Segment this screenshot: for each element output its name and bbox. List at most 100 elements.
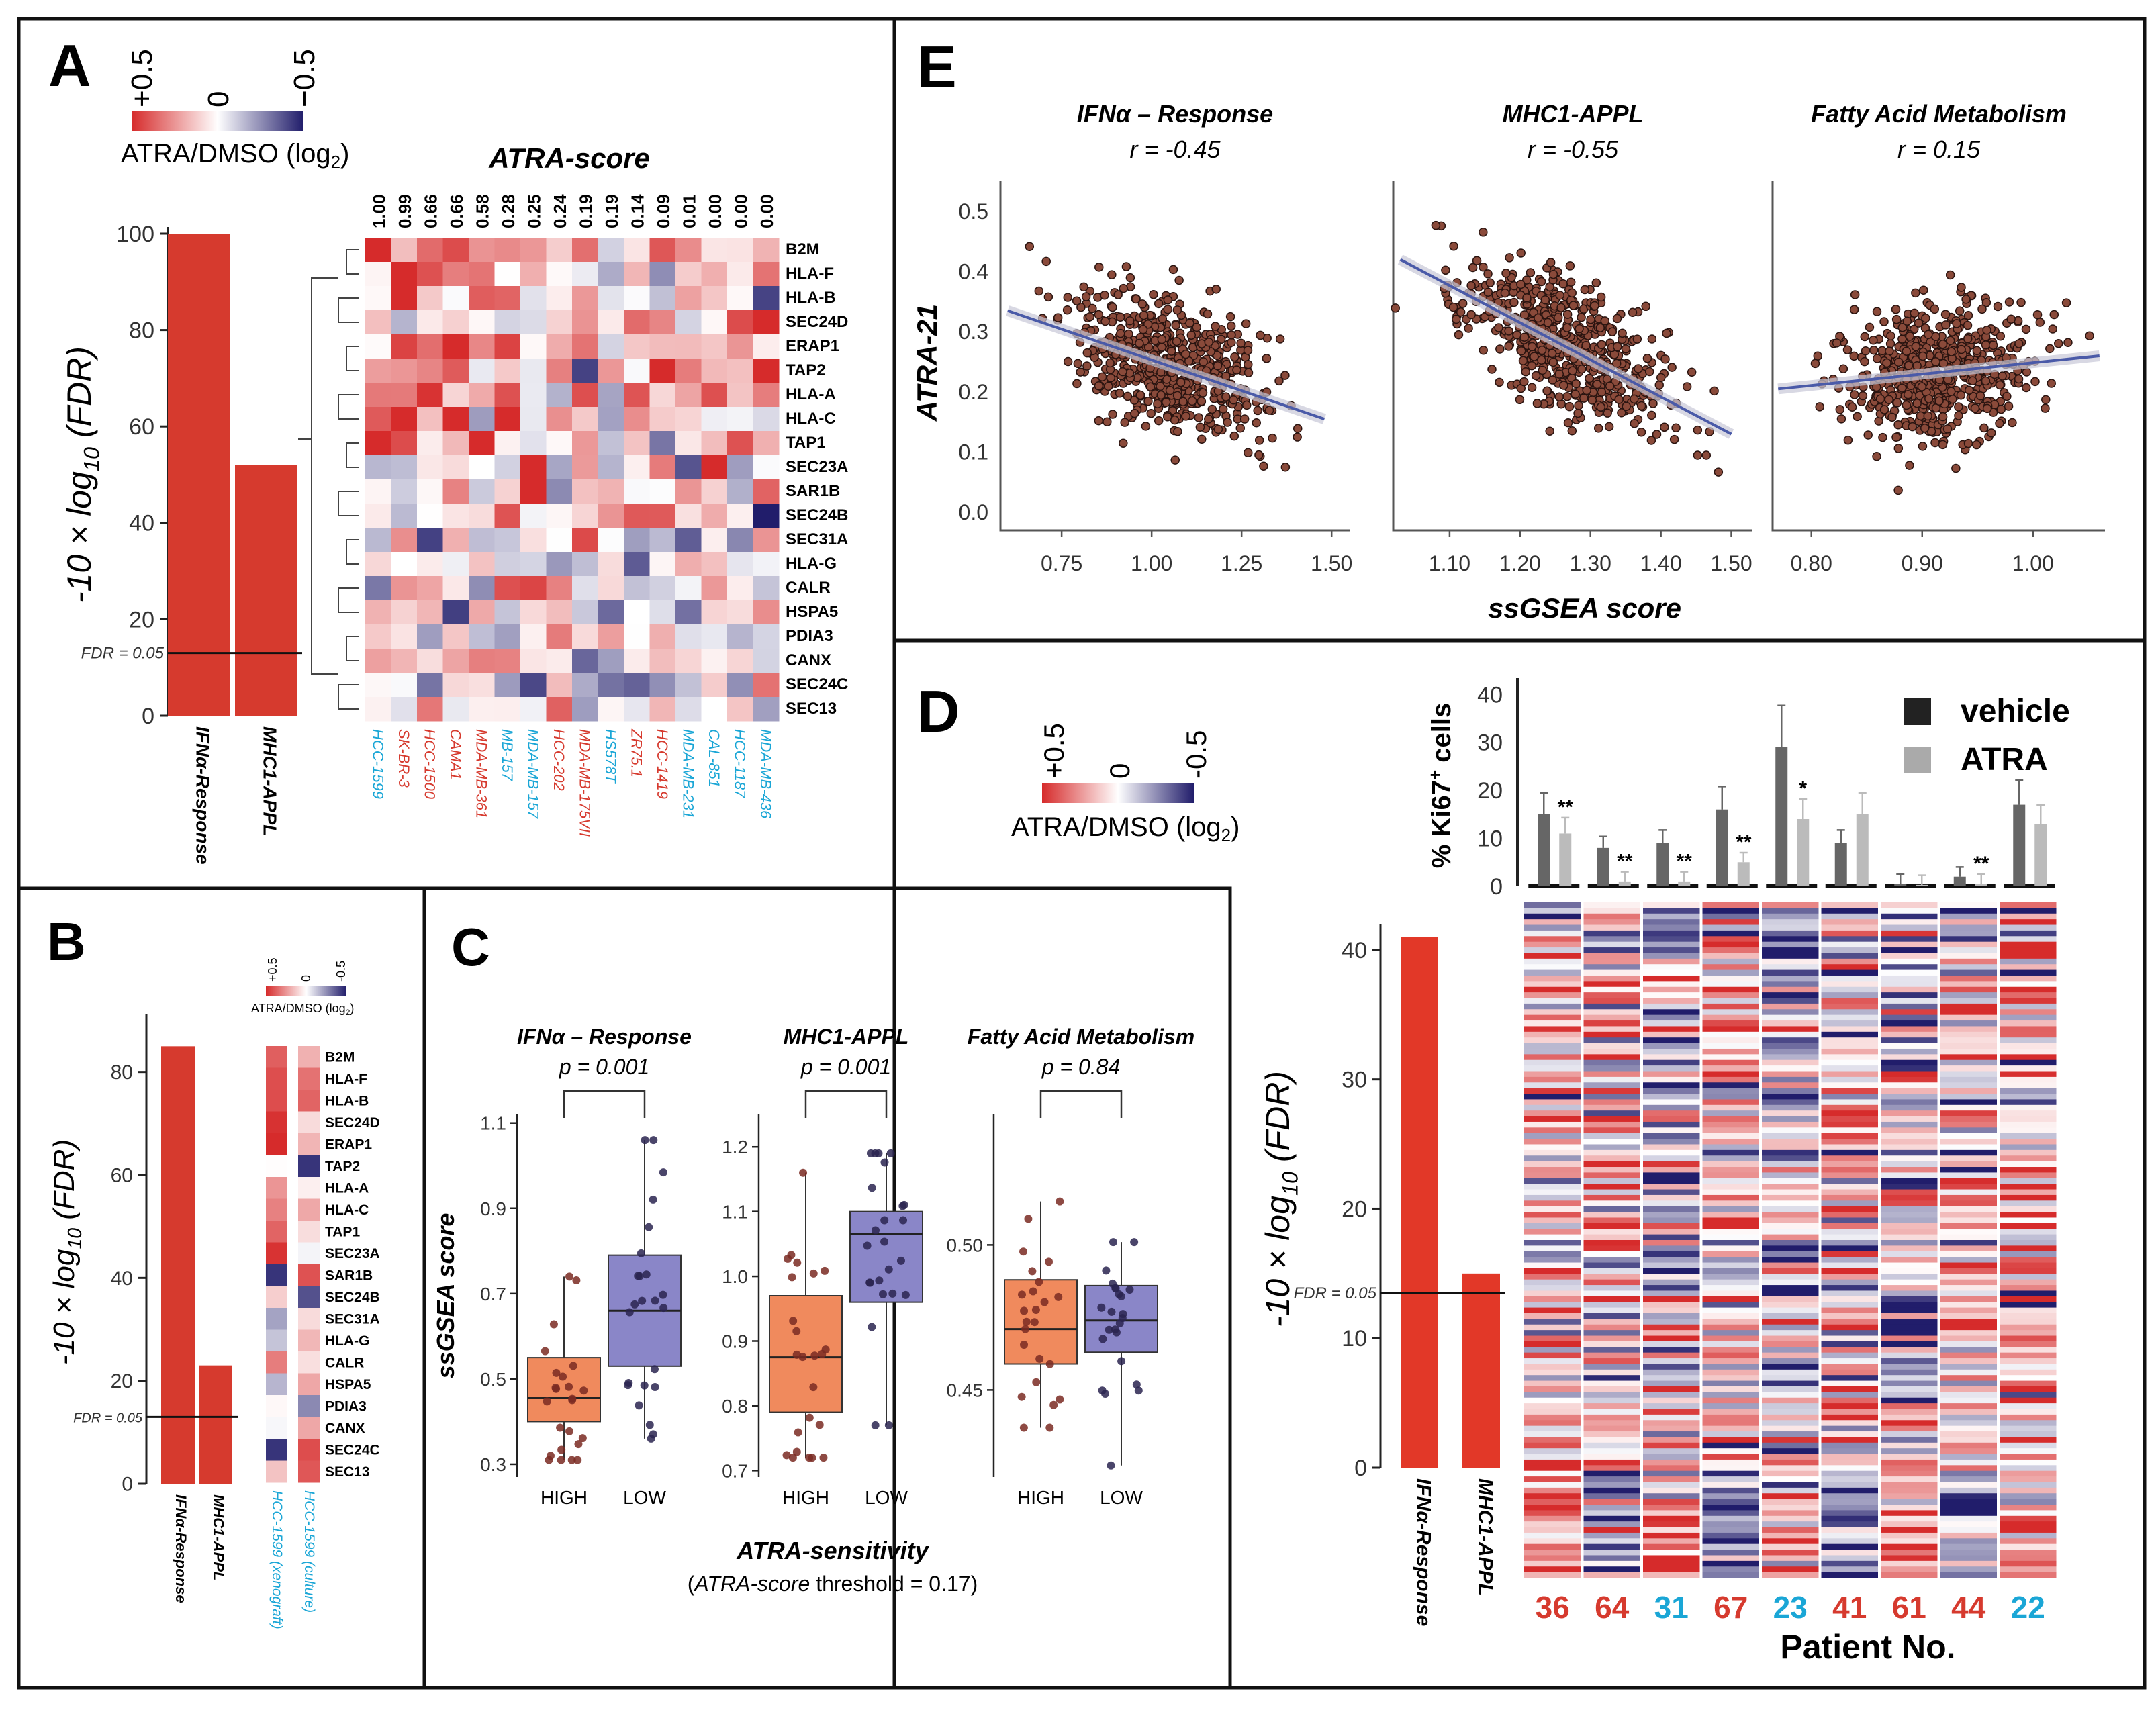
heatmap-cell	[1524, 1059, 1581, 1066]
heatmap-cell	[727, 407, 753, 432]
heatmap-cell	[298, 1373, 320, 1396]
data-point	[1125, 316, 1135, 326]
heatmap-cell	[1583, 1572, 1640, 1578]
heatmap-cell	[1881, 1510, 1938, 1517]
heatmap-cell	[1583, 1009, 1640, 1016]
heatmap-cell	[1702, 1290, 1759, 1297]
data-point	[1072, 296, 1082, 305]
heatmap-cell	[675, 697, 702, 722]
heatmap-cell	[1881, 1482, 1938, 1488]
heatmap-cell	[1881, 1009, 1938, 1016]
heatmap-cell	[2000, 1116, 2057, 1123]
heatmap-cell	[1762, 953, 1819, 959]
heatmap-cell	[1881, 1487, 1938, 1494]
data-point	[2053, 339, 2063, 348]
gene-label: TAP2	[325, 1159, 360, 1174]
ki67-bar-atra	[1797, 819, 1810, 886]
heatmap-cell	[1702, 1268, 1759, 1274]
heatmap-cell	[2000, 1257, 2057, 1264]
heatmap-cell	[1762, 1020, 1819, 1027]
heatmap-cell	[1762, 1149, 1819, 1156]
heatmap-cell	[1762, 1240, 1819, 1246]
heatmap-cell	[1762, 1076, 1819, 1083]
heatmap-cell	[1940, 1223, 1997, 1229]
heatmap-cell	[2000, 1206, 2057, 1212]
box-high	[1004, 1279, 1078, 1365]
heatmap-cell	[1881, 924, 1938, 931]
heatmap-cell	[1583, 1515, 1640, 1522]
heatmap-cell	[1702, 1144, 1759, 1151]
data-point	[1207, 404, 1217, 414]
heatmap-cell	[1940, 1279, 1997, 1286]
heatmap-cell	[2000, 1448, 2057, 1455]
heatmap-cell	[1940, 1515, 1997, 1522]
heatmap-cell	[1524, 1358, 1581, 1364]
heatmap-cell	[1702, 1003, 1759, 1010]
heatmap-cell	[1643, 1194, 1700, 1201]
heatmap-cell	[1940, 1054, 1997, 1061]
heatmap-cell	[494, 504, 521, 528]
data-point	[1112, 1328, 1121, 1337]
heatmap-cell	[1643, 1543, 1700, 1550]
data-point	[1714, 467, 1724, 477]
y-tick-label: 0.1	[959, 440, 988, 464]
data-point	[1472, 256, 1482, 266]
heatmap-cell	[1643, 1505, 1700, 1511]
data-point	[1532, 399, 1542, 408]
heatmap-cell	[1940, 1184, 1997, 1190]
data-point	[1186, 330, 1197, 340]
heatmap-cell	[391, 479, 418, 504]
heatmap-cell	[1643, 1189, 1700, 1196]
heatmap-cell	[1643, 1307, 1700, 1314]
heatmap-cell	[675, 455, 702, 480]
heatmap-cell	[1702, 1364, 1759, 1370]
data-point	[792, 1327, 801, 1335]
heatmap-cell	[701, 455, 728, 480]
heatmap-cell	[2000, 986, 2057, 993]
heatmap-cell	[1821, 1527, 1878, 1533]
heatmap-cell	[1881, 1037, 1938, 1044]
y-tick-label: 0.7	[722, 1460, 748, 1481]
data-point	[1952, 319, 1961, 328]
atra-score-label: 0.99	[395, 194, 415, 228]
bar-ifna-response	[161, 1046, 195, 1484]
heatmap-cell	[1881, 1352, 1938, 1359]
heatmap-cell	[1583, 1560, 1640, 1567]
heatmap-cell	[1643, 1088, 1700, 1094]
heatmap-cell	[1762, 1200, 1819, 1207]
data-point	[1119, 438, 1128, 448]
heatmap-cell	[1583, 986, 1640, 993]
data-point	[1028, 1267, 1037, 1276]
data-point	[1226, 321, 1236, 331]
gene-label: CANX	[325, 1421, 365, 1436]
data-point	[1874, 416, 1883, 426]
heatmap-cell	[1702, 1149, 1759, 1156]
data-point	[1204, 414, 1213, 424]
data-point	[1893, 444, 1904, 453]
data-point	[1582, 385, 1591, 395]
data-point	[819, 1454, 828, 1462]
heatmap-cell	[624, 359, 650, 383]
ki67-error-bar	[1918, 874, 1926, 885]
data-point	[1115, 389, 1125, 398]
heatmap-cell	[1583, 1437, 1640, 1443]
data-point	[1979, 423, 1989, 433]
panel-a-scale: +0.5 0 −0.5 ATRA/DMSO (log2)	[121, 49, 349, 172]
heatmap-cell	[546, 479, 573, 504]
heatmap-cell	[1524, 1330, 1581, 1337]
y-tick-label: 40	[111, 1268, 133, 1290]
heatmap-cell	[675, 359, 702, 383]
data-point	[2035, 318, 2045, 327]
heatmap-cell	[1940, 936, 1997, 943]
heatmap-cell	[1821, 1234, 1878, 1241]
heatmap-cell	[1643, 1155, 1700, 1162]
ki67-y-tick-label: 40	[1477, 682, 1503, 708]
heatmap-cell	[365, 479, 391, 504]
heatmap-cell	[266, 1067, 287, 1090]
heatmap-cell	[1702, 941, 1759, 948]
heatmap-cell	[298, 1242, 320, 1265]
data-point	[809, 1383, 818, 1392]
data-point	[1963, 334, 1973, 344]
heatmap-cell	[2000, 1043, 2057, 1049]
